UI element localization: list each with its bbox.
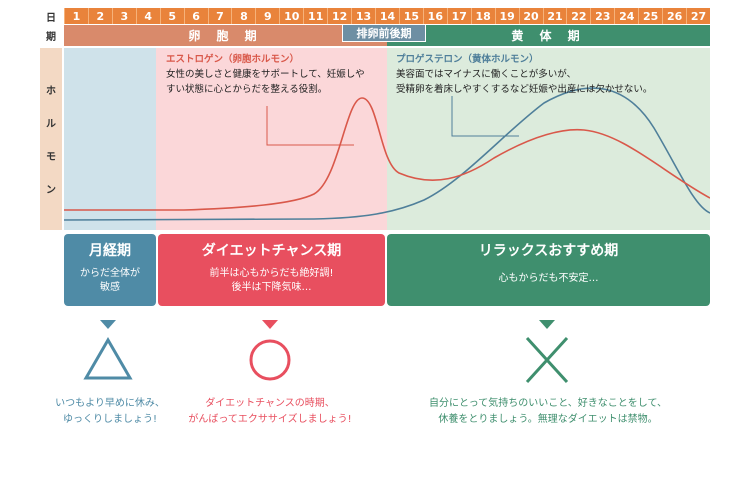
day-cell: 23: [590, 8, 615, 24]
day-cell: 26: [662, 8, 687, 24]
progesterone-desc-1: 美容面ではマイナスに働くことが多いが、: [396, 69, 577, 80]
day-cell: 9: [255, 8, 280, 24]
estrogen-text: エストロゲン（卵胞ホルモン） 女性の美しさと健康をサポートして、妊娠しや すい状…: [166, 52, 365, 97]
day-cell: 21: [542, 8, 567, 24]
estrogen-curve: [64, 97, 710, 211]
hormone-chart: [64, 48, 710, 230]
day-cell: 27: [686, 8, 710, 24]
luteal-zone: [387, 48, 710, 230]
day-cell: 12: [327, 8, 352, 24]
triangle-symbol-icon: [83, 337, 133, 380]
menstrual-card-desc-1: からだ全体が: [80, 268, 140, 279]
relax-card-desc-1: 心もからだも不安定…: [498, 273, 599, 284]
menstrual-advice-2: ゆっくりしましょう!: [62, 414, 157, 425]
phase-follicular-header: 卵 胞 期: [64, 25, 387, 46]
day-cell: 4: [135, 8, 160, 24]
menstrual-advice: いつもより早めに休み、 ゆっくりしましょう!: [30, 396, 190, 428]
day-cell: 6: [183, 8, 208, 24]
menstrual-card-title: 月経期: [89, 243, 131, 259]
menstrual-card-desc: からだ全体が 敏感: [64, 267, 156, 295]
day-cell: 1: [64, 8, 88, 24]
diet-card-title: ダイエットチャンス期: [201, 243, 342, 259]
day-cell: 7: [207, 8, 232, 24]
diet-card-desc: 前半は心もからだも絶好調! 後半は下降気味…: [158, 267, 385, 295]
day-cell: 24: [614, 8, 639, 24]
day-cell: 20: [518, 8, 543, 24]
menstrual-zone: [64, 48, 156, 230]
relax-advice: 自分にとって気持ちのいいこと、好きなことをして、 休養をとりましょう。無理なダイ…: [402, 396, 694, 428]
menstrual-advice-1: いつもより早めに休み、: [55, 398, 165, 409]
phase-luteal-label: 黄 体 期: [511, 29, 586, 43]
day-cell: 14: [375, 8, 399, 24]
follicular-zone: [156, 48, 387, 230]
circle-symbol-icon: [249, 339, 291, 381]
estrogen-callout-line: [266, 106, 354, 146]
day-cell: 19: [494, 8, 519, 24]
diet-advice-1: ダイエットチャンスの時期、: [205, 398, 335, 409]
period-label: 期: [40, 25, 62, 46]
phase-follicular-label: 卵 胞 期: [188, 29, 263, 43]
relax-card-title: リラックスおすすめ期: [478, 243, 619, 259]
menstrual-card-desc-2: 敏感: [100, 282, 120, 293]
estrogen-name: エストロゲン（卵胞ホルモン）: [166, 54, 300, 65]
diet-card-desc-1: 前半は心もからだも絶好調!: [209, 268, 334, 279]
progesterone-name: プロゲステロン（黄体ホルモン）: [396, 54, 539, 65]
day-cell: 11: [303, 8, 328, 24]
hormone-char-1: ホ: [46, 86, 56, 97]
diet-pointer-icon: [262, 320, 278, 329]
progesterone-callout-line: [451, 96, 519, 137]
relax-card-desc: 心もからだも不安定…: [387, 272, 710, 286]
progesterone-curve: [64, 87, 710, 221]
diet-card-desc-2: 後半は下降気味…: [231, 282, 312, 293]
estrogen-desc-1: 女性の美しさと健康をサポートして、妊娠しや: [166, 69, 365, 80]
day-label-text: 日: [46, 12, 56, 24]
menstrual-card: 月経期 からだ全体が 敏感: [64, 234, 156, 306]
day-cell: 2: [87, 8, 112, 24]
relax-pointer-icon: [539, 320, 555, 329]
estrogen-desc-2: すい状態に心とからだを整える役割。: [166, 84, 328, 95]
hormone-axis-label: ホ ル モ ン: [40, 48, 62, 230]
diet-advice-2: がんばってエクササイズしましょう!: [188, 414, 352, 425]
hormone-char-4: ン: [46, 185, 56, 196]
cross-symbol-icon-b: [525, 336, 569, 384]
day-cell: 15: [398, 8, 423, 24]
relax-card: リラックスおすすめ期 心もからだも不安定…: [387, 234, 710, 306]
day-cell: 22: [566, 8, 591, 24]
day-cell: 16: [422, 8, 447, 24]
phase-ovulation-label: 排卵前後期: [356, 27, 412, 40]
day-cell: 18: [470, 8, 495, 24]
day-label: 日: [40, 8, 62, 24]
progesterone-text: プロゲステロン（黄体ホルモン） 美容面ではマイナスに働くことが多いが、 受精卵を…: [396, 52, 652, 97]
diet-card: ダイエットチャンス期 前半は心もからだも絶好調! 後半は下降気味…: [158, 234, 385, 306]
day-cell: 5: [159, 8, 184, 24]
hormone-char-3: モ: [46, 152, 56, 163]
diet-advice: ダイエットチャンスの時期、 がんばってエクササイズしましょう!: [170, 396, 370, 428]
relax-advice-2: 休養をとりましょう。無理なダイエットは禁物。: [438, 414, 658, 425]
progesterone-desc-2: 受精卵を着床しやすくするなど妊娠や出産には欠かせない。: [396, 84, 653, 95]
phase-ovulation-header: 排卵前後期: [342, 24, 426, 42]
evaluation-symbols: [83, 320, 569, 384]
hormone-char-2: ル: [46, 119, 56, 130]
day-cell: 8: [231, 8, 256, 24]
day-cell: 25: [638, 8, 663, 24]
day-cell: 3: [111, 8, 136, 24]
day-cell: 13: [351, 8, 376, 24]
relax-advice-1: 自分にとって気持ちのいいこと、好きなことをして、: [429, 398, 667, 409]
period-label-text: 期: [46, 32, 56, 43]
day-cell: 17: [446, 8, 471, 24]
day-cell: 10: [279, 8, 304, 24]
menstrual-pointer-icon: [100, 320, 116, 329]
phase-luteal-header: 黄 体 期: [387, 25, 710, 46]
